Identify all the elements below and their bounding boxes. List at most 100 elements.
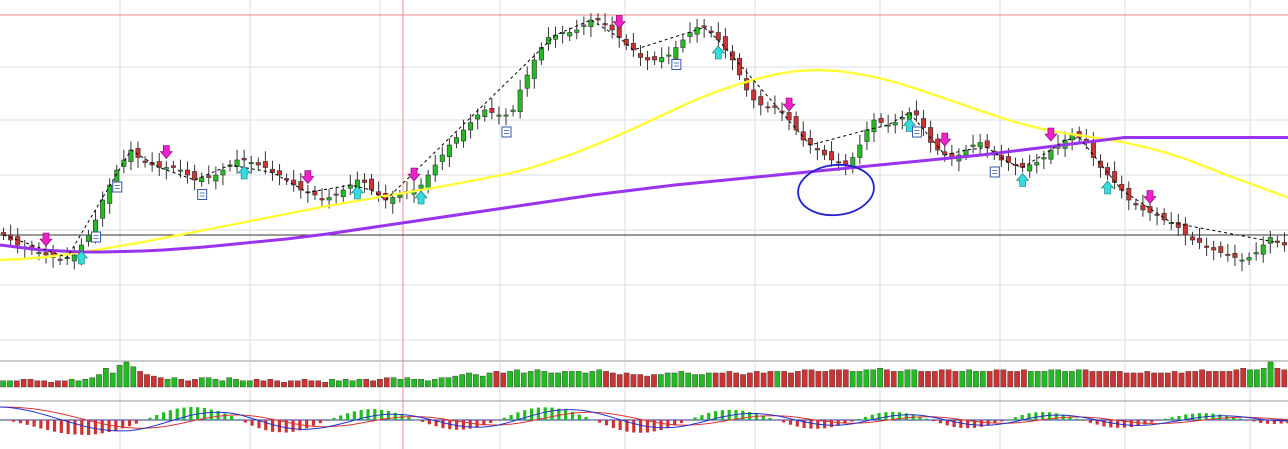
volume-bar-up [877, 368, 883, 388]
volume-bar-down [726, 371, 733, 388]
candle-down [206, 175, 212, 178]
volume-bar-down [301, 378, 308, 388]
candle-up [128, 149, 134, 163]
volume-bar-up [541, 371, 548, 388]
volume-bar-up [1254, 369, 1260, 388]
macd-hist-down [686, 420, 690, 421]
volume-bar-down [945, 369, 952, 388]
volume-bar-up [356, 378, 363, 388]
volume-bar-down [644, 375, 650, 388]
volume-bar-up [349, 380, 356, 388]
candle-down [1281, 242, 1287, 246]
volume-bar-up [89, 377, 96, 388]
macd-hist-down [107, 420, 111, 432]
volume-bar-down [925, 371, 931, 388]
volume-bar-up [1027, 371, 1034, 388]
sell-arrow-icon [39, 232, 53, 247]
volume-bar-up [1034, 371, 1041, 388]
macd-hist-down [243, 420, 247, 423]
volume-bar-up [103, 368, 109, 388]
volume-bar-up [849, 371, 856, 388]
macd-hist-down [1102, 420, 1106, 427]
macd-hist-down [1081, 420, 1086, 421]
volume-bar-down [363, 378, 370, 388]
note-icon [501, 126, 512, 138]
candle-up [659, 57, 665, 63]
volume-bar-down [1117, 371, 1123, 388]
candle-down [758, 96, 764, 106]
volume-bar-up [1260, 368, 1267, 388]
volume-bar-up [514, 369, 520, 388]
macd-hist-down [972, 420, 977, 428]
macd-hist-up [591, 419, 595, 421]
macd-hist-down [1245, 420, 1249, 421]
candle-down [1, 232, 7, 236]
macd-hist-up [1231, 416, 1236, 420]
macd-hist-down [788, 420, 793, 425]
macd-hist-down [121, 420, 125, 429]
volume-bar-down [829, 369, 835, 388]
candle-up [439, 154, 445, 162]
macd-hist-up [863, 416, 868, 420]
candle-up [680, 39, 686, 48]
macd-hist-down [441, 420, 445, 429]
volume-bar-up [1075, 369, 1082, 388]
macd-hist-down [945, 420, 949, 426]
macd-hist-down [1156, 420, 1161, 421]
macd-hist-up [1068, 416, 1072, 420]
macd-hist-down [843, 420, 847, 424]
volume-bar-down [938, 369, 945, 388]
candle-down [821, 149, 827, 156]
candle-up [1034, 162, 1040, 166]
macd-signal-line [0, 406, 1288, 429]
volume-bar-up [96, 374, 102, 388]
volume-bar-down [952, 371, 959, 388]
candle-up [1027, 164, 1033, 172]
candle-up [1246, 257, 1252, 261]
volume-bar-down [822, 371, 829, 388]
candle-up [418, 184, 424, 189]
buy-arrow-icon [711, 45, 725, 60]
candle-down [333, 193, 339, 196]
candle-down [298, 181, 304, 191]
candle-down [744, 78, 750, 91]
volume-bar-up [507, 371, 513, 388]
candle-down [1232, 252, 1238, 258]
volume-bar-down [637, 374, 644, 388]
volume-bar-up [404, 377, 411, 388]
macd-hist-down [325, 420, 329, 421]
macd-hist-down [673, 420, 677, 426]
macd-hist-down [482, 420, 486, 426]
candle-up [1239, 259, 1245, 262]
macd-hist-down [932, 420, 936, 422]
candle-down [156, 161, 162, 168]
macd-hist-up [1170, 417, 1174, 420]
volume-bar-down [890, 371, 897, 388]
candle-down [609, 24, 615, 31]
volume-panel [0, 361, 1288, 388]
candle-down [1189, 236, 1195, 241]
macd-hist-down [39, 420, 43, 429]
note-icon [91, 231, 102, 243]
volume-bar-down [1281, 369, 1288, 388]
candle-up [503, 114, 509, 117]
volume-bar-up [534, 369, 541, 388]
macd-hist-up [393, 412, 397, 420]
macd-hist-down [420, 420, 425, 422]
buy-arrow-icon [1015, 173, 1030, 187]
candle-up [531, 59, 537, 79]
candle-up [234, 159, 240, 168]
macd-hist-up [202, 407, 207, 420]
candle-down [284, 178, 290, 181]
volume-bar-down [20, 378, 27, 388]
candle-down [800, 131, 806, 141]
volume-bar-down [623, 372, 630, 388]
macd-hist-up [414, 419, 418, 421]
volume-bar-down [1082, 369, 1089, 388]
macd-hist-up [516, 412, 520, 420]
macd-hist-up [345, 413, 350, 420]
macd-hist-down [1272, 420, 1276, 424]
candle-up [538, 47, 544, 61]
candle-down [623, 38, 629, 46]
